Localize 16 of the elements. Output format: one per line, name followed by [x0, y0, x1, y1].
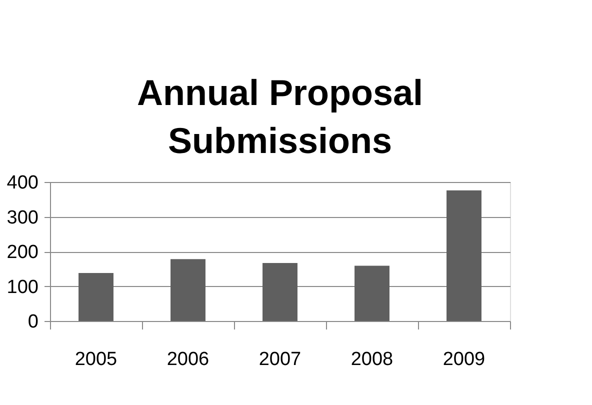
y-tick-label: 400 [6, 172, 38, 194]
x-tick-label: 2007 [258, 349, 302, 370]
y-tick-label: 0 [28, 312, 38, 332]
bar [262, 262, 298, 321]
bar [446, 190, 482, 321]
y-tick-label: 100 [6, 276, 38, 298]
y-tick-label: 200 [6, 242, 38, 263]
x-tick-label: 2008 [350, 349, 394, 370]
x-tick-label: 2005 [74, 349, 118, 370]
x-tick-label: 2009 [442, 349, 486, 370]
y-tick-label: 300 [6, 207, 38, 228]
x-tick-label: 2006 [166, 349, 210, 370]
bar [354, 266, 390, 321]
bar [78, 273, 114, 321]
chart-title: Annual Proposal Submissions [136, 72, 424, 161]
bar [170, 259, 206, 321]
